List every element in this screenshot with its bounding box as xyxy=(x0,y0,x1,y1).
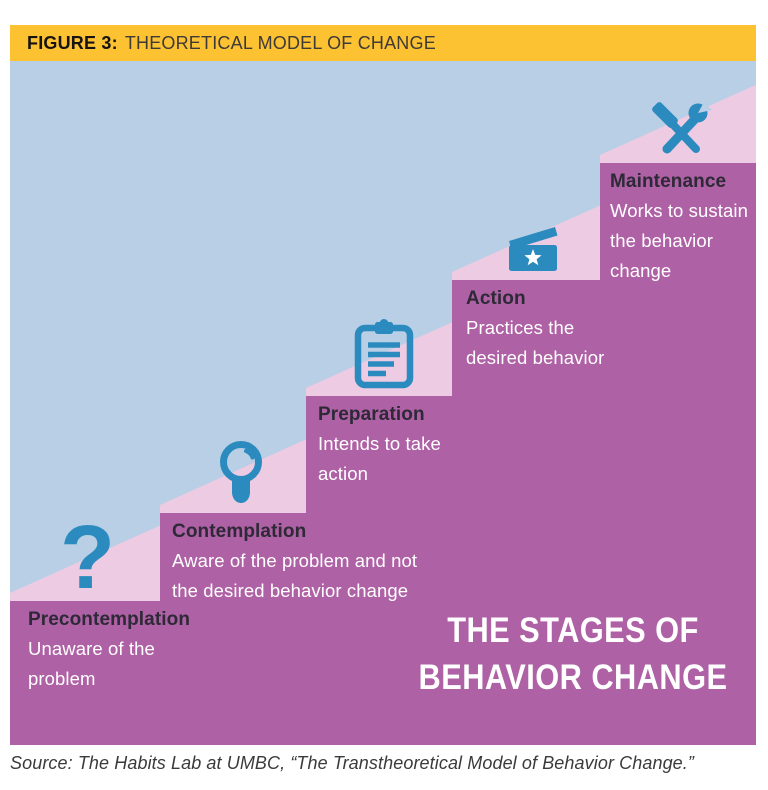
clipboard-icon xyxy=(353,318,415,395)
stage-description: Practices the desired behavior xyxy=(466,317,605,368)
question-mark-icon: ? xyxy=(60,508,115,608)
staircase-steps xyxy=(10,163,756,745)
stage-description: Works to sustain the behavior change xyxy=(610,200,749,281)
stage-description: Intends to take action xyxy=(318,433,441,484)
stage-name: Action xyxy=(466,288,526,309)
main-title-line1: THE STAGES OF xyxy=(447,611,699,650)
stage-description: Aware of the problem and not the desired… xyxy=(172,550,418,601)
stage-contemplation: Contemplation Aware of the problem and n… xyxy=(172,521,434,606)
figure-title: THEORETICAL MODEL OF CHANGE xyxy=(124,32,436,53)
stage-name: Preparation xyxy=(318,404,425,425)
hammer-wrench-icon xyxy=(650,100,712,163)
clapperboard-icon xyxy=(503,224,563,281)
stage-maintenance: Maintenance Works to sustain the behavio… xyxy=(610,171,768,286)
main-title-line2: BEHAVIOR CHANGE xyxy=(418,658,728,697)
source-citation: Source: The Habits Lab at UMBC, “The Tra… xyxy=(10,753,694,773)
stage-description: Unaware of the problem xyxy=(28,638,155,689)
figure-banner: FIGURE 3: THEORETICAL MODEL OF CHANGE xyxy=(10,25,756,61)
stage-precontemplation: Precontemplation Unaware of the problem xyxy=(28,609,191,694)
lightbulb-icon xyxy=(216,438,266,515)
stage-preparation: Preparation Intends to take action xyxy=(318,404,478,489)
stage-name: Precontemplation xyxy=(28,609,191,630)
stairs-graphic: ? xyxy=(10,61,756,745)
staircase-background xyxy=(10,61,756,745)
stage-action: Action Practices the desired behavior xyxy=(466,288,636,373)
figure-label: FIGURE 3: xyxy=(27,32,118,53)
stage-name: Contemplation xyxy=(172,521,307,542)
stage-name: Maintenance xyxy=(610,171,727,192)
main-title: THE STAGES OF BEHAVIOR CHANGE xyxy=(410,607,736,701)
